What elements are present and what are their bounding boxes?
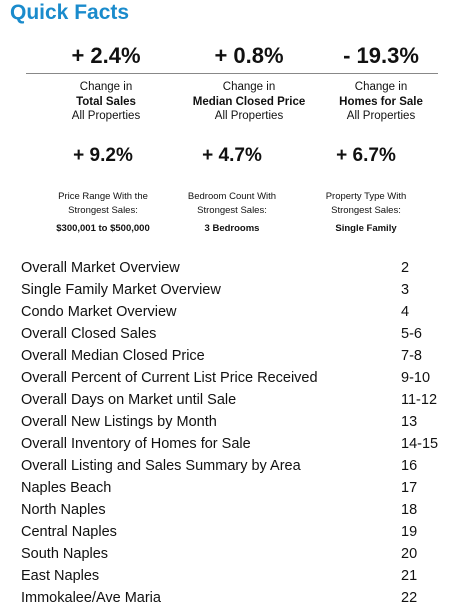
stat-label: Change in (354, 81, 408, 93)
toc-title: Central Naples (21, 524, 117, 540)
stat-value: + 6.7% (336, 145, 396, 166)
toc-title: Overall Median Closed Price (21, 348, 205, 364)
stat-label: All Properties (214, 110, 284, 122)
stat-label: Strongest Sales: (331, 205, 401, 216)
stat-value: + 4.7% (202, 145, 262, 166)
toc-page: 4 (401, 304, 410, 320)
toc-page: 5-6 (401, 326, 422, 342)
stat-detail: Single Family (335, 223, 397, 234)
toc-page: 20 (401, 546, 418, 562)
toc-page: 16 (401, 458, 418, 474)
stat-value: - 19.3% (343, 43, 419, 68)
toc-title: Overall Percent of Current List Price Re… (21, 370, 318, 386)
toc-title: Immokalee/Ave Maria (21, 590, 161, 606)
stat-value: + 0.8% (214, 43, 284, 68)
toc-page: 18 (401, 502, 418, 518)
stat-label: Total Sales (76, 95, 136, 108)
stat-label: Change in (222, 81, 276, 93)
toc-title: South Naples (21, 546, 109, 562)
toc-title: Overall Market Overview (21, 260, 180, 276)
title: Quick Facts (10, 1, 130, 24)
toc-page: 2 (401, 260, 410, 276)
stat-label: Price Range With the (58, 191, 148, 202)
stat-value: + 9.2% (73, 145, 133, 166)
toc-title: North Naples (21, 502, 106, 518)
stat-label: Change in (79, 81, 133, 93)
stat-label: Homes for Sale (339, 95, 423, 108)
toc-title: Overall Inventory of Homes for Sale (21, 436, 251, 452)
toc-page: 3 (401, 282, 410, 298)
toc-title: Overall Listing and Sales Summary by Are… (21, 458, 301, 474)
stat-label: Property Type With (325, 191, 407, 202)
stat-detail: $300,001 to $500,000 (56, 223, 150, 234)
toc-title: Single Family Market Overview (21, 282, 221, 298)
stat-label: Median Closed Price (192, 95, 306, 108)
toc-page: 14-15 (401, 436, 439, 452)
stat-label: Strongest Sales: (68, 205, 138, 216)
toc-page: 9-10 (401, 370, 431, 386)
toc-page: 19 (401, 524, 418, 540)
stat-value: + 2.4% (71, 43, 141, 68)
divider (26, 73, 438, 74)
toc-page: 7-8 (401, 348, 422, 364)
stat-label: Strongest Sales: (197, 205, 267, 216)
toc-page: 13 (401, 414, 418, 430)
stat-label: Bedroom Count With (187, 191, 277, 202)
stat-label: All Properties (71, 110, 141, 122)
toc-page: 11-12 (401, 392, 438, 408)
toc-title: East Naples (21, 568, 100, 584)
toc-title: Overall Closed Sales (21, 326, 157, 342)
toc-page: 21 (401, 568, 418, 584)
toc-title: Condo Market Overview (21, 304, 177, 320)
stat-detail: 3 Bedrooms (204, 223, 260, 234)
stat-label: All Properties (346, 110, 416, 122)
toc-title: Overall Days on Market until Sale (21, 392, 237, 408)
toc-page: 17 (401, 480, 418, 496)
toc-title: Overall New Listings by Month (21, 414, 217, 430)
toc-title: Naples Beach (21, 480, 112, 496)
toc-page: 22 (401, 590, 418, 606)
